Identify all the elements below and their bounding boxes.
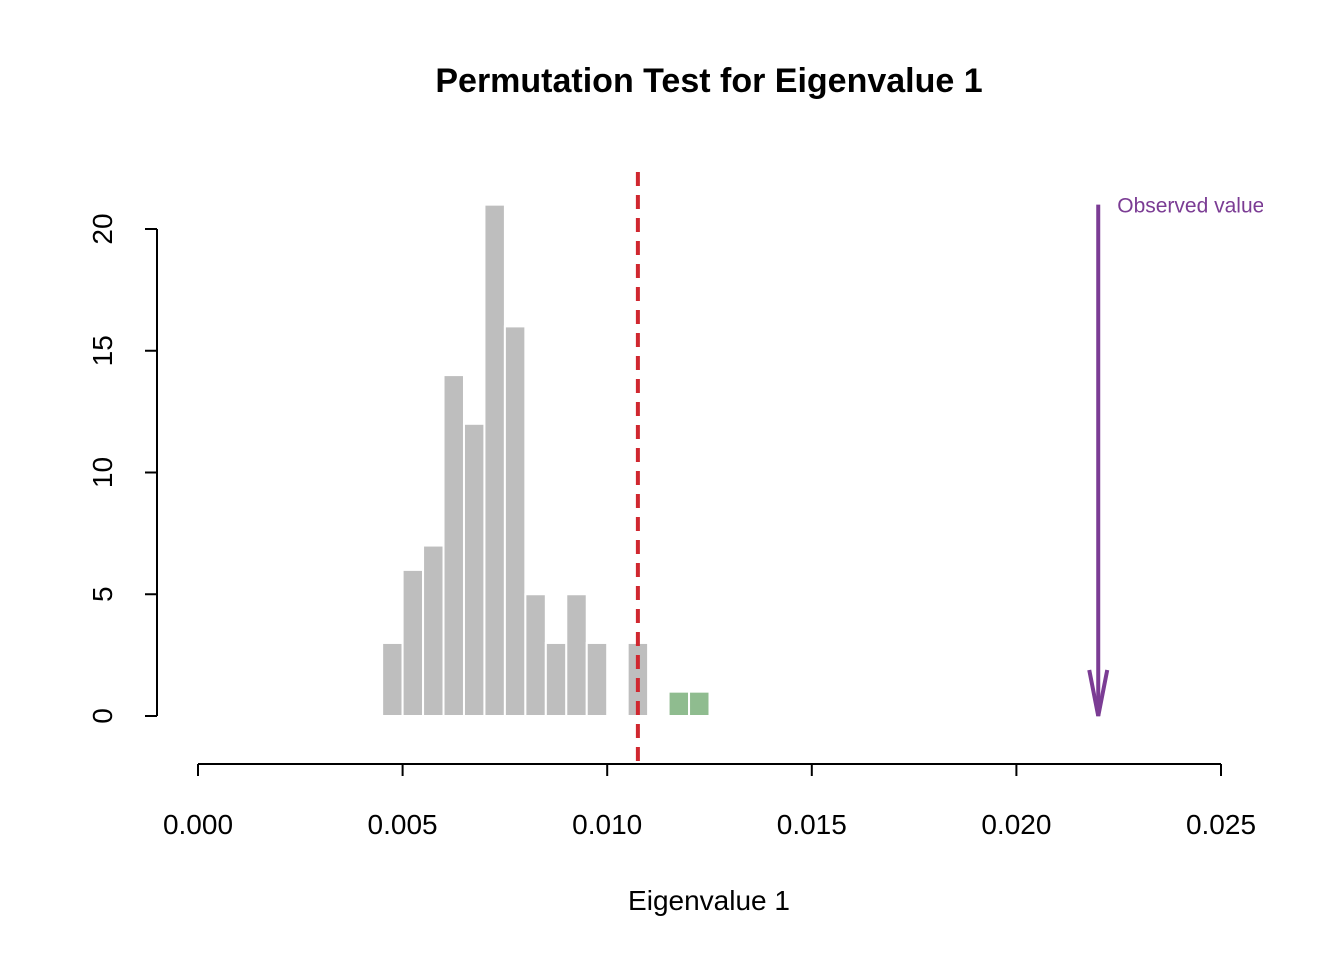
x-tick-label: 0.015: [777, 809, 847, 840]
bar: [401, 568, 425, 718]
y-tick-label: 20: [87, 213, 118, 244]
y-tick-label: 5: [87, 586, 118, 602]
bar: [503, 325, 527, 717]
x-tick-label: 0.010: [572, 809, 642, 840]
y-tick-label: 10: [87, 457, 118, 488]
annotation-group: Observed value: [1117, 195, 1264, 218]
arrow-head: [1087, 669, 1110, 717]
annotation: Observed value: [1117, 195, 1264, 218]
bar: [422, 544, 445, 717]
bar: [565, 593, 588, 717]
bar: [585, 641, 609, 718]
x-axis-label: Eigenvalue 1: [628, 885, 790, 916]
bar: [381, 641, 404, 718]
y-tick-label: 0: [87, 708, 118, 724]
bar: [483, 203, 506, 717]
x-tick-label: 0.000: [163, 809, 233, 840]
bar: [462, 422, 486, 717]
x-tick-label: 0.020: [981, 809, 1051, 840]
x-tick-label: 0.025: [1186, 809, 1256, 840]
y-tick-label: 15: [87, 335, 118, 366]
bar: [524, 593, 547, 717]
chart-title: Permutation Test for Eigenvalue 1: [435, 62, 982, 100]
bar: [544, 641, 568, 718]
bar: [442, 374, 465, 717]
bar: [688, 690, 711, 718]
bar: [667, 690, 691, 718]
x-tick-label: 0.005: [368, 809, 438, 840]
